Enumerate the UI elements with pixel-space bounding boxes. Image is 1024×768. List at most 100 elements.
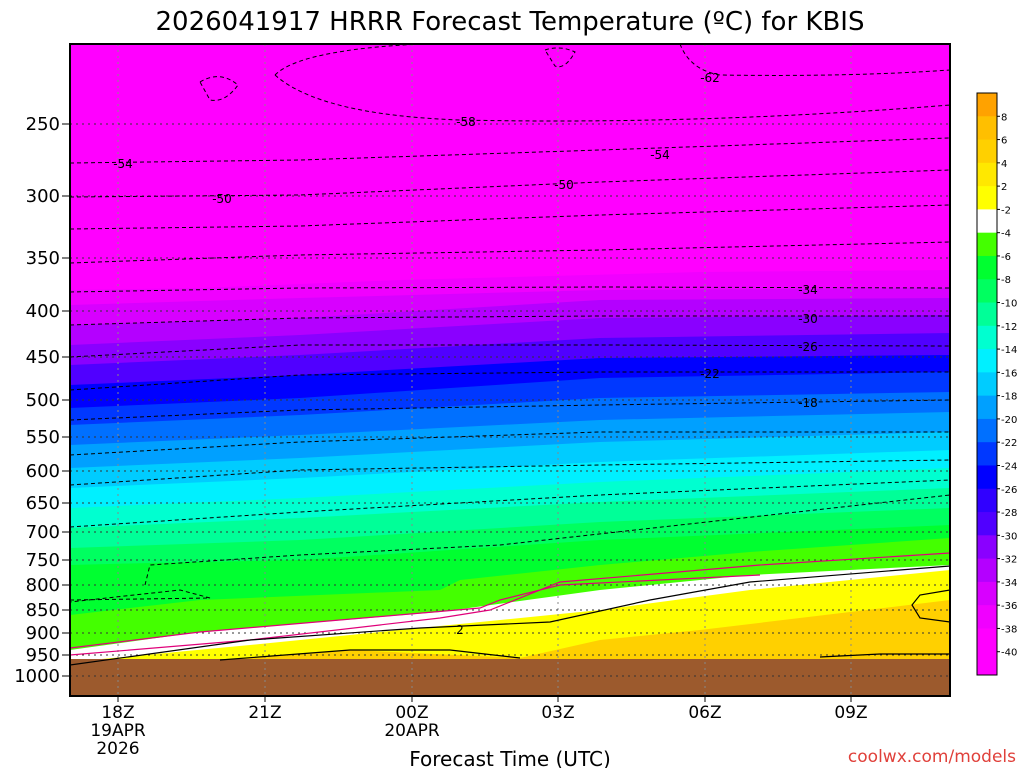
colorbar: 8 6 4 2 -2 -4 -6 -8 -10 -12 -14 -16 -18 -20 -22 -24 -26 -…: [976, 92, 1017, 676]
x-tick-label: 18Z: [101, 703, 134, 723]
x-tick-label: 00Z: [395, 703, 428, 723]
y-tick-label: 800: [26, 575, 60, 596]
plot-area: -62 -58 -54 -54 -50 -50 -34 -30 -26 -22 -18 2: [70, 44, 950, 696]
colorbar-label: -40: [1001, 648, 1017, 659]
x-tick-label: 09Z: [834, 703, 867, 723]
credit-text: coolwx.com/models: [848, 747, 1016, 767]
chart-title: 2026041917 HRRR Forecast Temperature (ºC…: [156, 7, 865, 37]
colorbar-label: -6: [1001, 252, 1011, 263]
colorbar-swatch: [977, 628, 997, 653]
contour-dashed: [70, 344, 950, 358]
temperature-band: [70, 659, 950, 696]
colorbar-label: -36: [1001, 601, 1017, 612]
colorbar-label: 4: [1001, 159, 1007, 170]
x-tick-sublabel: 20APR: [384, 721, 440, 741]
colorbar-swatch: [977, 116, 997, 141]
colorbar-swatch: [977, 139, 997, 164]
colorbar-swatch: [977, 255, 997, 280]
colorbar-swatch: [977, 581, 997, 606]
y-tick-label: 1000: [14, 666, 60, 687]
contour-dashed: [274, 74, 950, 122]
contour-dashed: [70, 459, 950, 486]
contour-dashed: [70, 315, 950, 326]
plot-frame: [69, 43, 951, 697]
colorbar-label: -38: [1001, 624, 1017, 635]
colorbar-label: -26: [1001, 485, 1017, 496]
colorbar-swatch: [977, 651, 997, 676]
colorbar-swatch: [977, 279, 997, 304]
contour-label: -30: [798, 312, 818, 326]
x-tick-label: 06Z: [688, 703, 721, 723]
colorbar-swatch: [977, 512, 997, 536]
colorbar-swatch: [977, 418, 997, 443]
contour-dashed: [70, 371, 950, 391]
y-axis: 2503003504004505005506006507007508008509…: [14, 114, 70, 687]
colorbar-swatch: [977, 442, 997, 466]
colorbar-swatch: [977, 395, 997, 420]
colorbar-swatch: [977, 372, 997, 397]
colorbar-label: -32: [1001, 555, 1017, 566]
colorbar-label: 2: [1001, 182, 1007, 193]
y-tick-label: 250: [26, 114, 60, 135]
colorbar-label: -24: [1001, 461, 1017, 472]
colorbar-frame: [976, 92, 998, 676]
colorbar-label: 8: [1001, 112, 1007, 123]
colorbar-label: -22: [1001, 438, 1017, 449]
colorbar-swatch: [977, 535, 997, 560]
y-tick-label: 500: [26, 390, 60, 411]
y-tick-label: 450: [26, 347, 60, 368]
contour-dashed: [70, 286, 950, 293]
contour-label: -50: [554, 178, 574, 192]
contour-label: -50: [212, 192, 232, 206]
contour-solid: [819, 653, 950, 658]
contour-dashed: [70, 241, 950, 264]
colorbar-label: 6: [1001, 136, 1007, 147]
contour-dashed: [70, 169, 950, 198]
y-tick-label: 850: [26, 600, 60, 621]
contour-label: -26: [798, 340, 818, 354]
contour-label: -58: [456, 115, 476, 129]
colorbar-swatch: [977, 93, 997, 117]
contour-solid: [911, 589, 950, 623]
x-tick-label: 03Z: [541, 703, 574, 723]
contour-dashed: [544, 47, 576, 68]
x-axis-label: Forecast Time (UTC): [409, 747, 611, 768]
colorbar-label: -2: [1001, 205, 1011, 216]
colorbar-swatch: [977, 209, 997, 234]
contour-dashed: [70, 399, 950, 421]
contour-label: -62: [700, 71, 720, 85]
contour-dashed: [70, 589, 211, 603]
colorbar-swatch: [977, 349, 997, 373]
colorbar-swatch: [977, 186, 997, 210]
colorbar-label: -10: [1001, 299, 1017, 310]
contour-freezing: [70, 574, 761, 649]
colorbar-swatch: [977, 325, 997, 350]
colorbar-swatch: [977, 488, 997, 513]
contour-dashed: [70, 431, 950, 456]
colorbar-swatch: [977, 605, 997, 629]
x-tick-label: 21Z: [248, 703, 281, 723]
colorbar-swatch: [977, 232, 997, 257]
colorbar-label: -34: [1001, 578, 1017, 589]
contour-solid: [219, 649, 521, 661]
contour-dashed: [70, 479, 950, 528]
colorbar-label: -16: [1001, 368, 1017, 379]
y-tick-label: 900: [26, 623, 60, 644]
y-tick-label: 600: [26, 461, 60, 482]
y-tick-label: 950: [26, 645, 60, 666]
colorbar-label: -8: [1001, 275, 1011, 286]
y-tick-label: 550: [26, 427, 60, 448]
colorbar-swatch: [977, 465, 997, 490]
y-tick-label: 350: [26, 248, 60, 269]
colorbar-swatch: [977, 162, 997, 187]
colorbar-label: -4: [1001, 229, 1011, 240]
colorbar-label: -12: [1001, 322, 1017, 333]
contour-dashed: [144, 494, 950, 586]
x-tick-sublabel: 2026: [96, 739, 139, 759]
contour-dashed: [70, 204, 950, 230]
contour-label: 2: [456, 623, 464, 637]
y-tick-label: 750: [26, 550, 60, 571]
y-tick-label: 650: [26, 493, 60, 514]
contour-dashed: [70, 137, 950, 164]
